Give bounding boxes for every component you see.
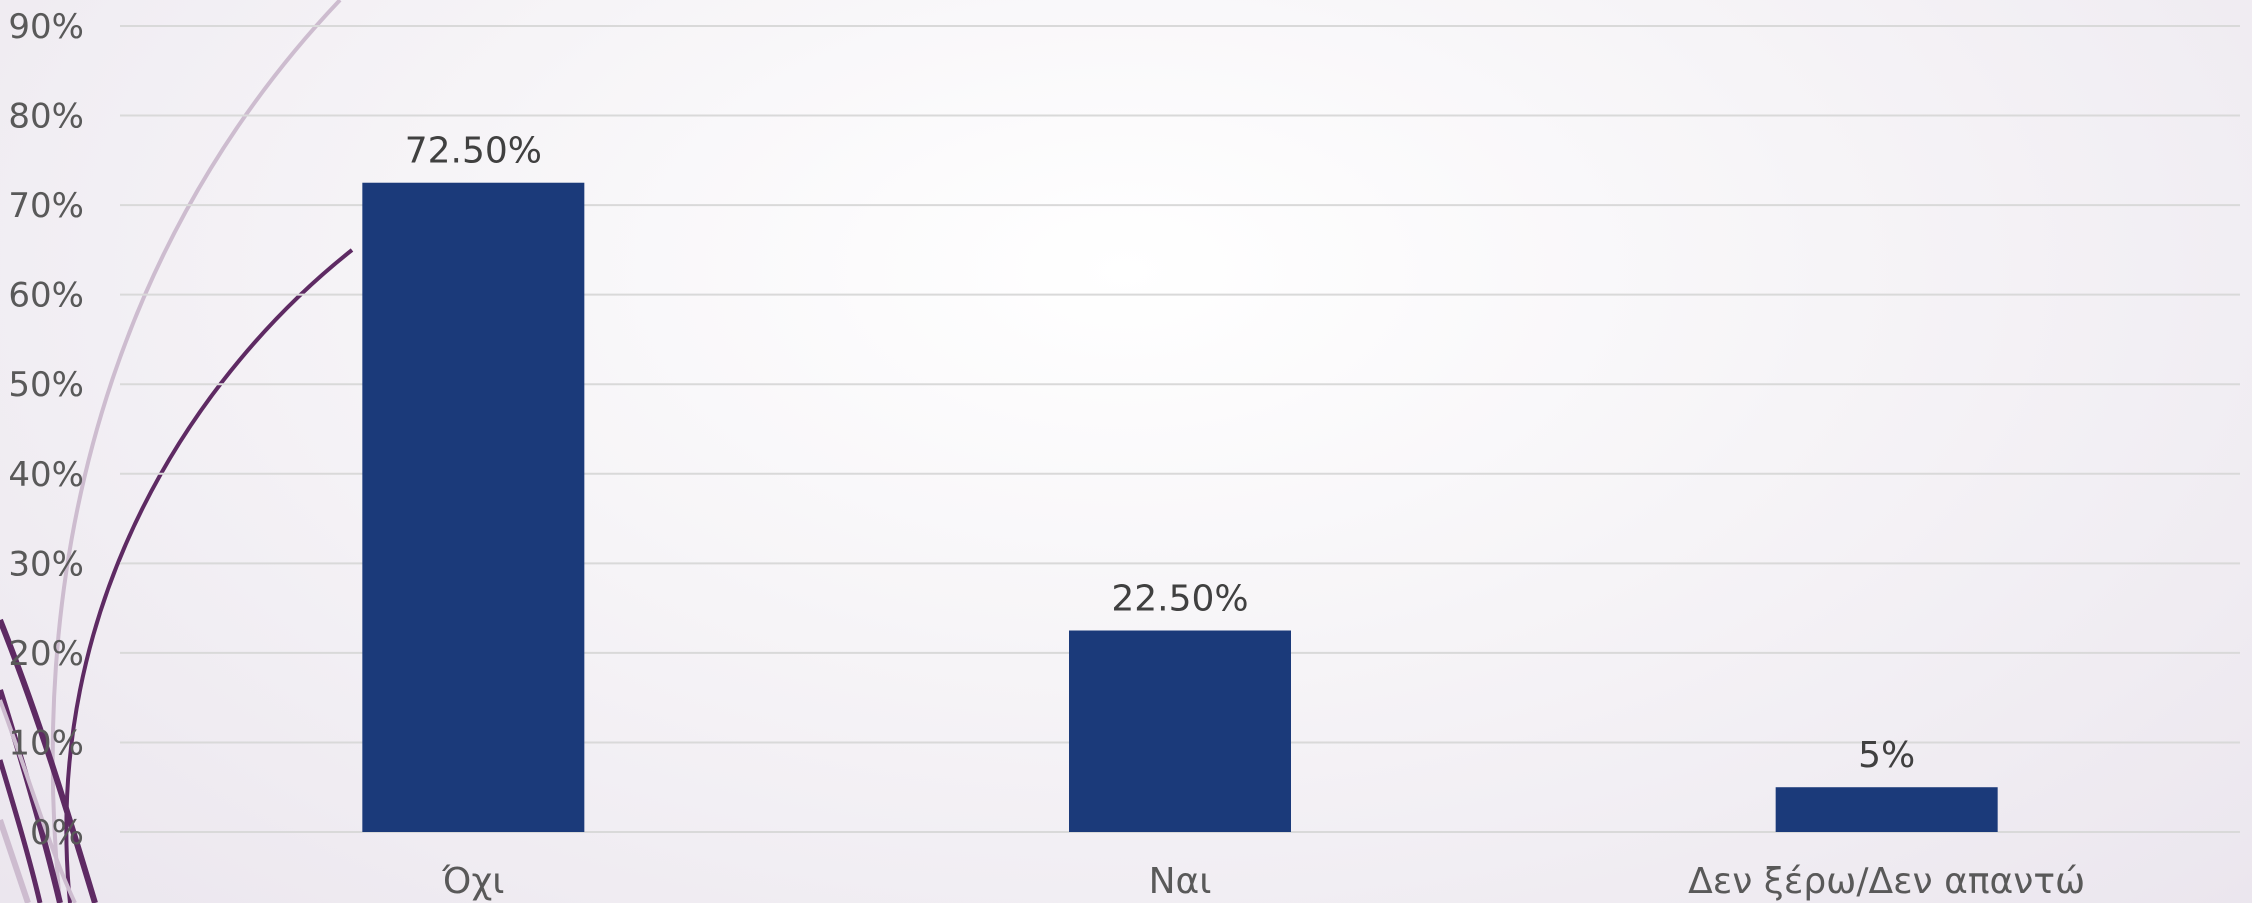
- bar: [1069, 630, 1291, 832]
- swoosh-curve-1: [64, 248, 354, 903]
- swoosh-curve-2: [0, 618, 98, 903]
- y-tick-label: 40%: [8, 455, 84, 495]
- bar-data-label: 22.50%: [1111, 579, 1248, 620]
- y-tick-label: 50%: [8, 365, 84, 405]
- swoosh-curve-6: [0, 699, 77, 903]
- y-tick-label: 30%: [8, 544, 84, 584]
- y-tick-label: 60%: [8, 276, 84, 316]
- y-tick-label: 80%: [8, 97, 84, 137]
- y-tick-label: 0%: [30, 813, 84, 853]
- y-tick-label: 10%: [8, 723, 84, 763]
- decorative-swooshes: [0, 0, 354, 903]
- y-axis: 0% 10% 20% 30% 40% 50% 60% 70% 80% 90%: [8, 7, 84, 853]
- y-tick-label: 20%: [8, 634, 84, 674]
- bars: [362, 182, 1998, 832]
- data-labels: 72.50% 22.50% 5%: [405, 131, 1916, 777]
- y-tick-label: 90%: [8, 7, 84, 47]
- bar: [362, 182, 585, 832]
- x-category-label: Όχι: [441, 861, 504, 902]
- swoosh-curve-0: [50, 0, 342, 903]
- swoosh-curve-5: [0, 819, 31, 903]
- x-category-label: Ναι: [1149, 861, 1212, 902]
- y-tick-label: 70%: [8, 186, 84, 226]
- bar: [1775, 787, 1998, 832]
- x-axis: Όχι Ναι Δεν ξέρω/Δεν απαντώ: [441, 861, 2085, 902]
- bar-data-label: 5%: [1858, 735, 1915, 776]
- swoosh-curve-4: [0, 759, 43, 903]
- bar-data-label: 72.50%: [405, 131, 542, 172]
- x-category-label: Δεν ξέρω/Δεν απαντώ: [1688, 861, 2085, 902]
